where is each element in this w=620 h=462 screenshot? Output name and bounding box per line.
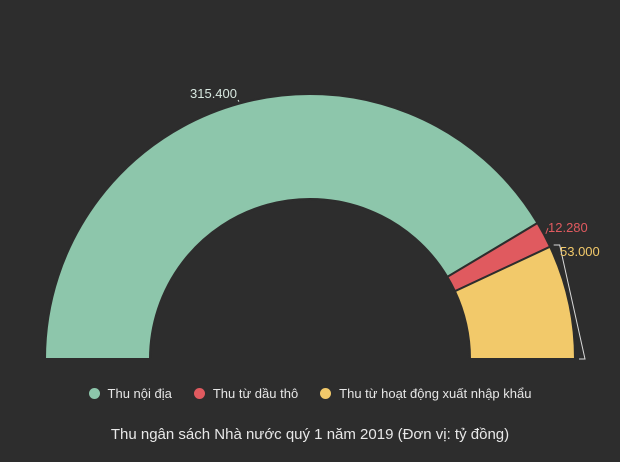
legend-item-thu-xuat-nhap-khau: Thu từ hoạt động xuất nhập khẩu [320,386,531,401]
legend-label: Thu từ hoạt động xuất nhập khẩu [339,386,532,401]
legend-item-thu-tu-dau-tho: Thu từ dầu thô [193,386,299,401]
data-label-2: 12.280 [548,220,588,235]
leader-line-2 [545,227,549,234]
legend: Thu nội địa Thu từ dầu thô Thu từ hoạt đ… [0,386,620,401]
data-label-1: 315.400 [190,86,237,101]
slices-group [43,93,577,360]
leader-bracket-3 [553,244,586,360]
legend-dot [193,388,205,399]
legend-dot [320,388,332,399]
legend-label: Thu nội địa [107,386,172,401]
chart-title: Thu ngân sách Nhà nước quý 1 năm 2019 (Đ… [110,426,510,443]
legend-dot [88,388,100,399]
slice-3 [453,245,577,360]
leader-line-1 [237,99,240,102]
half-donut-chart: 315.400 12.280 53.000 [43,86,600,360]
legend-label: Thu từ dầu thô [212,386,299,401]
labels-group: 315.400 12.280 53.000 [190,86,600,360]
slice-1 [43,93,539,360]
legend-item-thu-noi-dia: Thu nội địa [88,386,172,401]
data-label-3: 53.000 [560,244,600,259]
